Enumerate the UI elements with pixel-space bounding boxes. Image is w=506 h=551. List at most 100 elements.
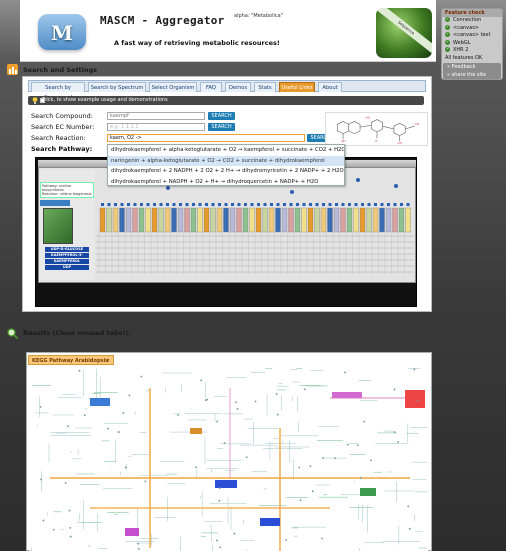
kegg-compound-node: [397, 440, 399, 443]
tip-bar[interactable]: Trick, to show example usage and demonst…: [28, 96, 424, 105]
kegg-compound-node: [275, 393, 278, 395]
kegg-compound-node: [195, 466, 197, 469]
svg-text:O: O: [375, 139, 378, 143]
feedback-link[interactable]: » Feedback: [447, 64, 476, 70]
pathway-column: [392, 207, 398, 233]
reaction-search-button[interactable]: SEARCH: [307, 134, 334, 142]
compound-input[interactable]: kaempf: [107, 112, 205, 120]
kegg-compound-node: [83, 414, 86, 417]
pathway-info-header: [40, 200, 70, 206]
pathway-node: [224, 203, 228, 206]
pathway-node: [114, 203, 117, 206]
check-icon: ✓: [445, 47, 450, 53]
pathway-column: [151, 207, 158, 233]
compound-chip[interactable]: UDP-D-GLUCOSE: [45, 247, 89, 252]
pathway-node: [231, 203, 234, 206]
tip-checkbox[interactable]: [40, 98, 45, 103]
kegg-compound-node: [64, 482, 67, 484]
lightbulb-icon: [32, 97, 38, 104]
pathway-column: [385, 207, 392, 233]
kegg-compound-node: [200, 379, 203, 382]
pathway-node: [211, 203, 215, 206]
tab-about[interactable]: About: [318, 82, 342, 92]
tagline: A fast way of retrieving metabolic resou…: [114, 39, 280, 47]
tab-demos[interactable]: Demos: [225, 82, 251, 92]
pathway-column: [236, 207, 242, 233]
pathway-node: [166, 203, 169, 206]
kegg-compound-node: [69, 527, 72, 529]
tab-search-spectrum[interactable]: Search by Spectrum: [88, 82, 146, 92]
pathway-column: [327, 207, 333, 233]
logo-letters: M: [50, 21, 74, 45]
pathway-column: [359, 207, 366, 233]
tab-stats[interactable]: Stats: [254, 82, 276, 92]
tab-kegg-pathway[interactable]: KEGG Pathway Arabidopsis t. ×: [28, 355, 114, 374]
pathway-node: [394, 184, 398, 188]
pathway-column: [242, 207, 249, 233]
autocomplete-option[interactable]: dihydrokaempferol + alpha-ketoglutarate …: [111, 147, 344, 153]
kegg-compound-node: [216, 539, 218, 542]
pathway-column: [340, 207, 346, 233]
kegg-compound-node: [321, 537, 323, 540]
tab-select-organism[interactable]: Select Organism: [149, 82, 197, 92]
pathway-column: [262, 207, 268, 233]
pathway-node: [356, 178, 360, 182]
kegg-compound-node: [140, 375, 143, 378]
search-tabs: Search by Compound Search by Spectrum Se…: [28, 80, 426, 101]
reaction-label: Search Reaction:: [31, 134, 86, 142]
kegg-compound-node: [69, 535, 72, 538]
share-link[interactable]: » share the site: [447, 72, 486, 78]
compound-chip[interactable]: KAEMPFEROL: [45, 259, 89, 264]
pathway-reaction-grid[interactable]: [96, 170, 414, 282]
pathway-column: [99, 207, 106, 233]
app-title: MASCM - Aggregator: [100, 14, 225, 27]
pathway-column: [190, 207, 197, 233]
reaction-input[interactable]: kaem, O2 ->: [107, 134, 305, 142]
compound-chip[interactable]: UDP: [45, 265, 89, 270]
app-logo[interactable]: M: [38, 14, 86, 50]
tab-search-compound[interactable]: Search by Compound: [31, 82, 85, 101]
pathway-node: [133, 203, 137, 206]
pathway-node: [374, 203, 377, 206]
header-banner: [20, 0, 436, 62]
feature-summary: All features OK: [445, 54, 483, 61]
kegg-compound-node: [78, 369, 81, 372]
results-section-title: Results (Close unused tabs!):: [23, 329, 131, 337]
pathway-column: [379, 207, 385, 233]
pathway-column: [346, 207, 353, 233]
tab-useful-links[interactable]: Useful Links: [279, 82, 315, 92]
kegg-compound-node: [322, 457, 324, 459]
kegg-compound-node: [356, 444, 359, 447]
autocomplete-option[interactable]: dihydrokaempferol + 2 NADPH + 2 O2 + 2 H…: [111, 168, 344, 174]
kegg-compound-node: [218, 499, 221, 502]
autocomplete-option-highlighted[interactable]: naringenin + alpha-ketoglutarate + O2 → …: [108, 155, 344, 166]
kegg-compound-node: [117, 431, 120, 433]
pathway-node: [400, 203, 403, 206]
feature-label: WebGL: [453, 39, 471, 46]
kegg-compound-node: [219, 546, 222, 549]
kegg-module: [190, 428, 202, 434]
pathway-column: [171, 207, 177, 233]
autocomplete-option[interactable]: dihydrokaempferol + NADPH + O2 + H+ → di…: [111, 178, 319, 185]
tab-faq[interactable]: FAQ: [200, 82, 222, 92]
kegg-compound-node: [233, 532, 236, 535]
kegg-pathway-map[interactable]: [30, 368, 428, 551]
molecule-structure-image: OH O OH OH HO: [325, 112, 428, 146]
leaf-image: Sequence: [376, 8, 432, 58]
pathway-node: [322, 203, 325, 206]
kegg-module: [360, 488, 376, 496]
ec-search-button[interactable]: SEARCH: [208, 123, 235, 131]
feature-label: <canvas>: [453, 24, 479, 31]
pathway-column: [268, 207, 275, 233]
ec-number-input[interactable]: e.g. 1.1.1.1: [107, 123, 205, 131]
pathway-node: [107, 203, 111, 206]
kegg-compound-node: [68, 509, 71, 512]
kegg-compound-node: [235, 401, 237, 404]
pathway-column: [255, 207, 262, 233]
compound-chip[interactable]: KAEMPFEROL-3-: [45, 253, 89, 258]
close-icon[interactable]: ×: [105, 358, 110, 364]
pathway-column: [106, 207, 112, 233]
compound-search-button[interactable]: SEARCH: [208, 112, 235, 120]
kegg-compound-node: [40, 478, 42, 481]
pathway-column: [301, 207, 307, 233]
